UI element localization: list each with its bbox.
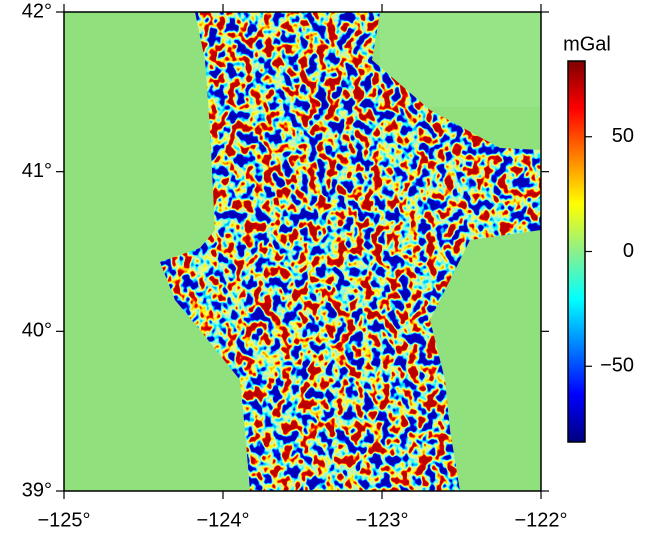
x-tick-label: −125° (37, 509, 90, 531)
colorbar (567, 60, 586, 443)
x-tick-label: −122° (514, 509, 567, 531)
x-tick-label: −123° (355, 509, 408, 531)
y-tick-label: 42° (22, 0, 52, 22)
y-tick-label: 41° (22, 160, 52, 182)
y-tick-label: 40° (22, 320, 52, 342)
map-frame (63, 11, 542, 492)
colorbar-tick-label: −50 (600, 355, 634, 377)
colorbar-tick-label: 0 (623, 240, 634, 262)
y-tick-label: 39° (22, 479, 52, 501)
x-tick-label: −124° (196, 509, 249, 531)
colorbar-tick-label: 50 (612, 125, 634, 147)
colorbar-label: mGal (563, 33, 611, 55)
